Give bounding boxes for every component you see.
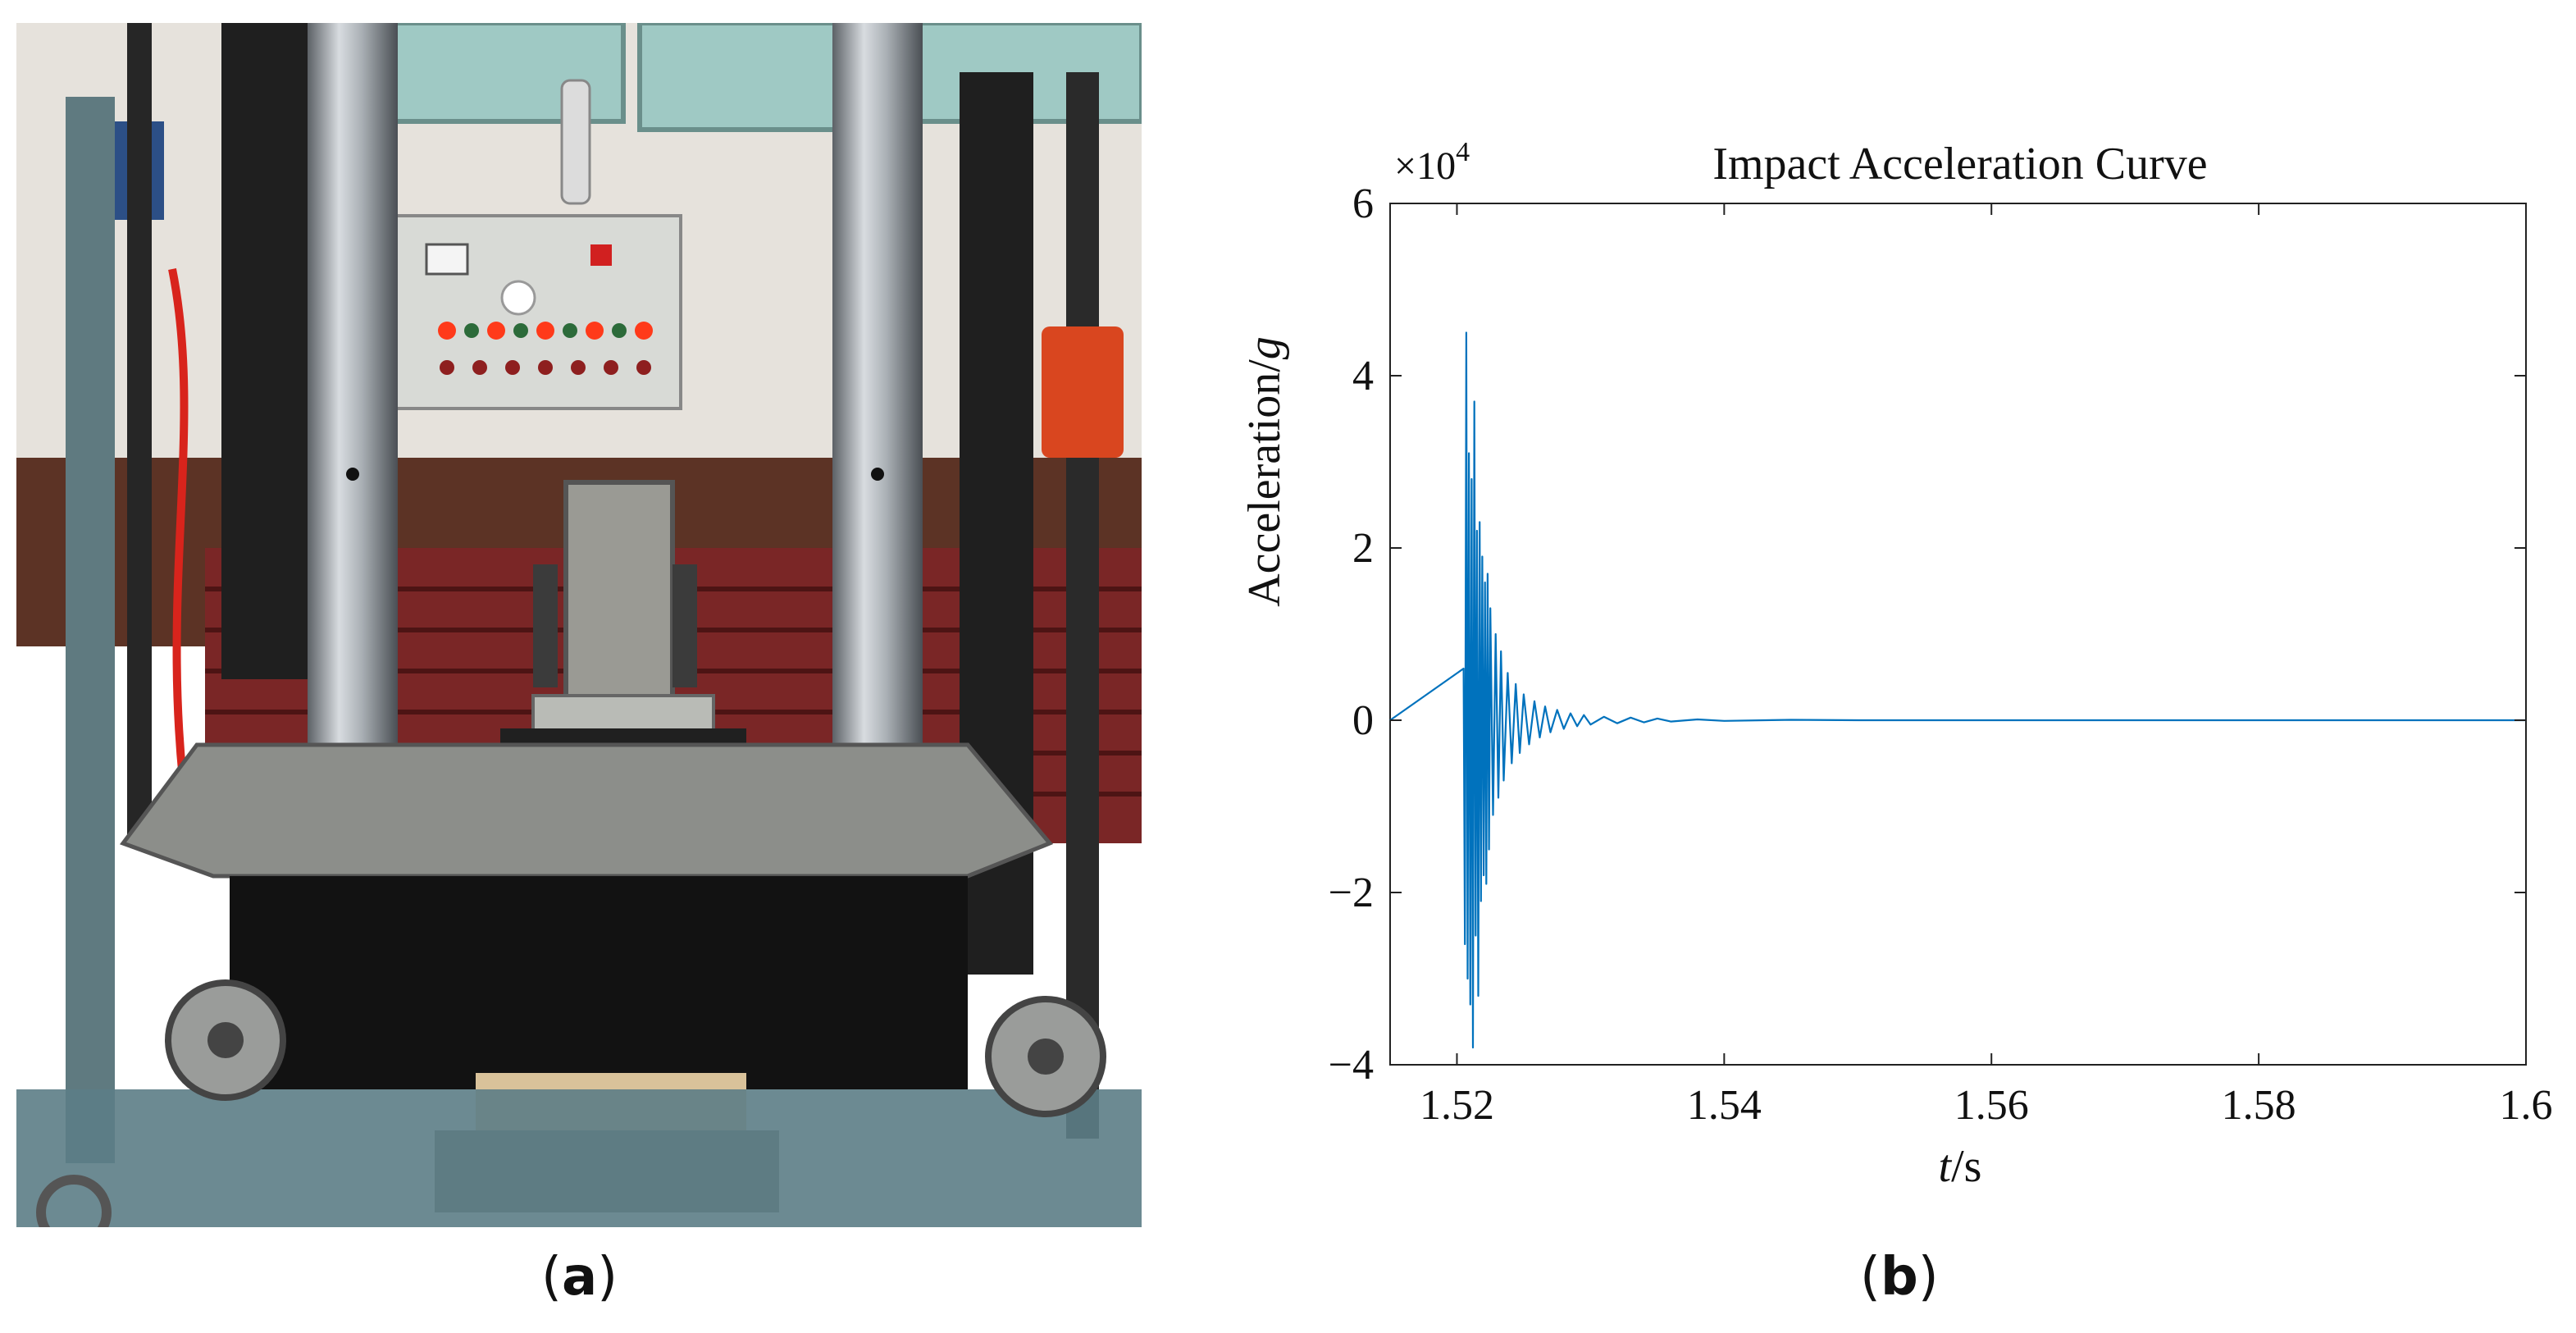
x-tick-label: 1.56 bbox=[1954, 1082, 2029, 1129]
series-line-0 bbox=[1389, 331, 2526, 1049]
chart-title: Impact Acceleration Curve bbox=[1712, 139, 2207, 189]
y-axis-multiplier: ×104 bbox=[1394, 137, 1470, 188]
impact-acceleration-chart: 1.52 1.54 1.56 1.58 1.6 −4 −2 0 2 4 6 Impact Accel… bbox=[1239, 137, 2553, 1192]
y-tick-label: 6 bbox=[1352, 180, 1374, 227]
series-group bbox=[1389, 331, 2526, 1049]
y-axis-label: Acceleration/g bbox=[1239, 336, 1290, 607]
x-axis-label-var: t bbox=[1939, 1141, 1953, 1192]
chart-axes bbox=[1389, 203, 2527, 1066]
y-tick-label: 2 bbox=[1352, 525, 1374, 572]
x-tick-label: 1.6 bbox=[2500, 1082, 2553, 1129]
y-axis-label-var: g bbox=[1239, 336, 1290, 359]
y-tick-label: −4 bbox=[1329, 1042, 1374, 1089]
panel-label-b-letter: b bbox=[1880, 1247, 1918, 1308]
panel-label-a: (a) bbox=[541, 1247, 618, 1308]
x-tick-label: 1.54 bbox=[1687, 1082, 1762, 1129]
y-tick-label: 0 bbox=[1352, 697, 1374, 744]
drop-test-rig-photo bbox=[16, 23, 1142, 1227]
panel-label-b: (b) bbox=[1860, 1247, 1939, 1308]
y-tick-label: 4 bbox=[1352, 353, 1374, 399]
x-axis-label-unit: /s bbox=[1951, 1141, 1981, 1192]
y-tick-label: −2 bbox=[1329, 870, 1374, 916]
x-axis-label: t/s bbox=[1939, 1141, 1982, 1192]
y-multiplier-base: ×10 bbox=[1394, 144, 1456, 188]
y-multiplier-exp: 4 bbox=[1456, 137, 1470, 167]
x-tick-label: 1.52 bbox=[1420, 1082, 1494, 1129]
tick-group: 1.52 1.54 1.56 1.58 1.6 −4 −2 0 2 4 6 bbox=[1329, 180, 2553, 1129]
x-tick-label: 1.58 bbox=[2222, 1082, 2296, 1129]
plot-frame bbox=[1389, 203, 2527, 1066]
panel-label-a-letter: a bbox=[561, 1247, 598, 1308]
y-axis-label-text: Acceleration/ bbox=[1239, 359, 1290, 607]
